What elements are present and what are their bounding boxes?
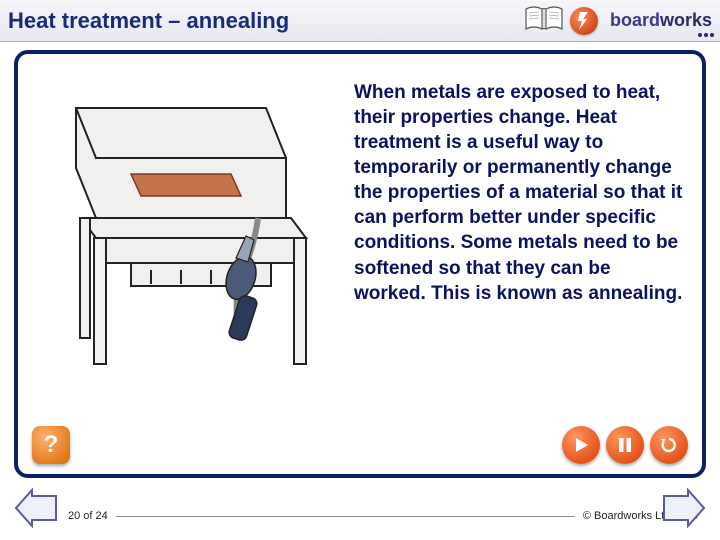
header-bar: Heat treatment – annealing boardworks [0,0,720,42]
help-button[interactable]: ? [32,426,70,464]
page-indicator: 20 of 24 [68,510,108,522]
boardworks-logo: boardworks [610,10,712,31]
prev-slide-button[interactable] [14,488,58,528]
footer-divider [116,516,575,517]
pause-button[interactable] [606,426,644,464]
workbench-illustration [36,78,336,388]
page-title: Heat treatment – annealing [8,8,524,34]
flash-icon [570,7,598,35]
slide-stage: When metals are exposed to heat, their p… [14,50,706,478]
footer: 20 of 24 © Boardworks Ltd 2005 [0,486,720,540]
replay-button[interactable] [650,426,688,464]
play-button[interactable] [562,426,600,464]
book-icon [524,3,564,38]
next-slide-button[interactable] [662,488,706,528]
header-icons: boardworks [524,3,712,38]
help-icon: ? [44,431,59,459]
playback-controls [562,426,688,464]
slide-body-text: When metals are exposed to heat, their p… [354,80,684,306]
